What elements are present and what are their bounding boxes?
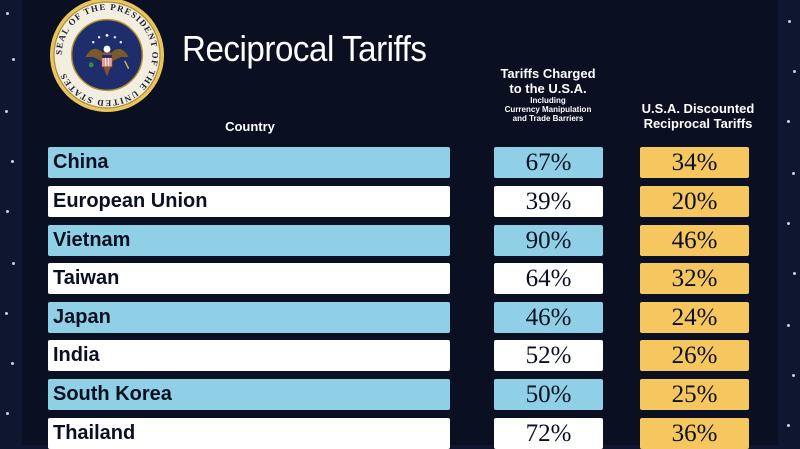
reciprocal-cell: 20%	[640, 186, 749, 217]
charged-cell: 90%	[494, 225, 603, 256]
charged-column-header: Tariffs Charged to the U.S.A. Including …	[478, 66, 618, 123]
charged-header-line2: to the U.S.A.	[509, 81, 587, 96]
country-column-header: Country	[225, 119, 275, 134]
reciprocal-cell: 32%	[640, 263, 749, 294]
reciprocal-header-line2: Reciprocal Tariffs	[643, 116, 753, 131]
reciprocal-column-header: U.S.A. Discounted Reciprocal Tariffs	[618, 101, 778, 131]
table-row: European Union 39% 20%	[0, 186, 800, 217]
reciprocal-header-line1: U.S.A. Discounted	[641, 101, 755, 116]
charged-cell: 72%	[494, 418, 603, 449]
table-row: India 52% 26%	[0, 340, 800, 371]
table-row: China 67% 34%	[0, 147, 800, 178]
reciprocal-cell: 36%	[640, 418, 749, 449]
charged-cell: 39%	[494, 186, 603, 217]
country-cell: European Union	[48, 186, 450, 217]
charged-cell: 64%	[494, 263, 603, 294]
country-cell: South Korea	[48, 379, 450, 410]
reciprocal-cell: 26%	[640, 340, 749, 371]
charged-header-sub2: Currency Manipulation	[504, 105, 592, 114]
reciprocal-cell: 25%	[640, 379, 749, 410]
reciprocal-cell: 34%	[640, 147, 749, 178]
charged-header-sub3: and Trade Barriers	[512, 114, 584, 123]
charged-cell: 52%	[494, 340, 603, 371]
charged-cell: 67%	[494, 147, 603, 178]
table-row: Taiwan 64% 32%	[0, 263, 800, 294]
country-cell: Vietnam	[48, 225, 450, 256]
charged-header-sub1: Including	[530, 96, 566, 105]
table-row: Thailand 72% 36%	[0, 418, 800, 449]
reciprocal-cell: 24%	[640, 302, 749, 333]
presidential-seal-icon: SEAL OF THE PRESIDENT OF THE UNITED STAT…	[49, 0, 165, 113]
country-cell: China	[48, 147, 450, 178]
country-cell: Taiwan	[48, 263, 450, 294]
table-row: Vietnam 90% 46%	[0, 225, 800, 256]
country-cell: India	[48, 340, 450, 371]
table-row: Japan 46% 24%	[0, 302, 800, 333]
table-row: South Korea 50% 25%	[0, 379, 800, 410]
country-cell: Thailand	[48, 418, 450, 449]
charged-cell: 50%	[494, 379, 603, 410]
reciprocal-cell: 46%	[640, 225, 749, 256]
charged-cell: 46%	[494, 302, 603, 333]
charged-header-line1: Tariffs Charged	[500, 66, 596, 81]
page-title: Reciprocal Tariffs	[182, 28, 427, 69]
country-cell: Japan	[48, 302, 450, 333]
